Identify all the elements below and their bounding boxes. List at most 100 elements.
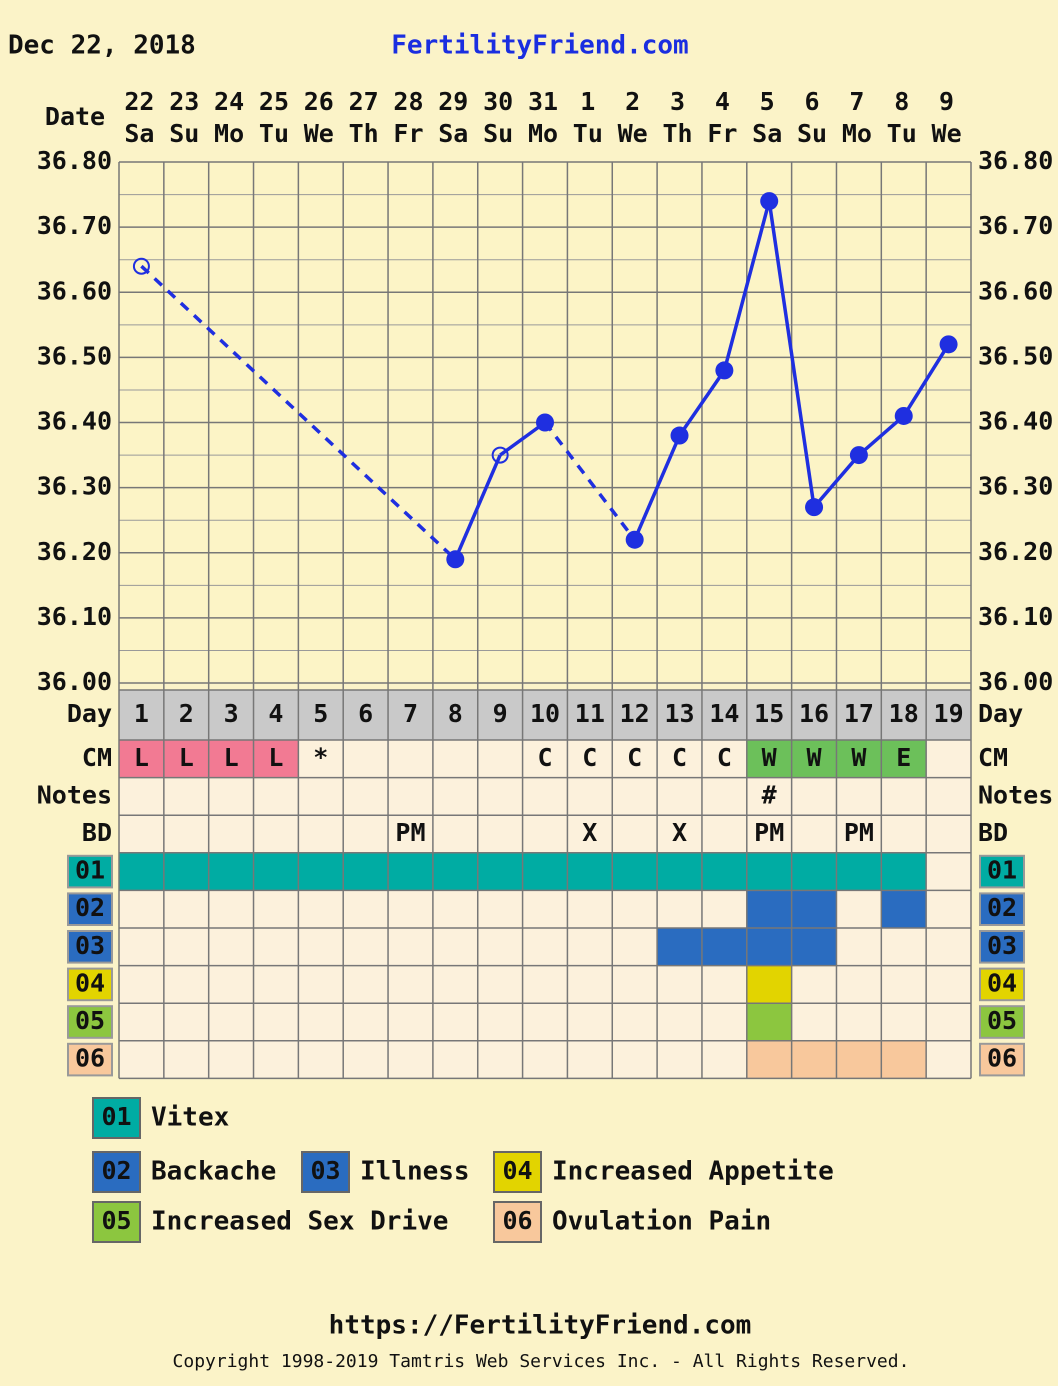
row-entry: PM xyxy=(395,818,425,847)
temperature-point xyxy=(939,335,958,354)
weekday-label: Fr xyxy=(393,119,423,148)
row-label: CM xyxy=(82,743,112,772)
symptom-code-label-right: 03 xyxy=(987,931,1017,960)
row-entry: C xyxy=(537,743,552,772)
symptom-cell xyxy=(746,965,792,1004)
day-number: 19 xyxy=(934,699,964,728)
date-label: 2 xyxy=(625,87,640,116)
symptom-code-box xyxy=(67,854,113,889)
y-tick-label: 36.00 xyxy=(37,667,112,696)
symptom-cell xyxy=(836,852,882,891)
y-tick-label: 36.10 xyxy=(37,602,112,631)
symptom-cell xyxy=(791,928,837,966)
day-number: 5 xyxy=(313,699,328,728)
weekday-label: Tu xyxy=(573,119,603,148)
weekday-label: Fr xyxy=(707,119,737,148)
cm-cell xyxy=(881,740,927,778)
date-label: 30 xyxy=(483,87,513,116)
symptom-code-box xyxy=(67,1042,113,1077)
symptom-cell xyxy=(612,852,658,891)
day-number: 13 xyxy=(664,699,694,728)
y-tick-label-right: 36.30 xyxy=(978,472,1053,501)
symptom-code-box xyxy=(67,892,113,927)
weekday-label: Mo xyxy=(214,119,244,148)
temperature-point-open xyxy=(132,257,150,275)
date-label: 3 xyxy=(670,87,685,116)
symptom-cell xyxy=(746,890,792,928)
symptom-code-box xyxy=(67,1005,113,1039)
legend-name: Backache xyxy=(151,1157,276,1187)
day-number: 1 xyxy=(134,699,149,728)
day-number: 8 xyxy=(448,699,463,728)
row-entry: W xyxy=(762,743,778,772)
symptom-code-box-right xyxy=(979,930,1025,964)
date-label: 27 xyxy=(349,87,379,116)
row-entry: L xyxy=(179,743,194,772)
legend-code: 06 xyxy=(502,1206,532,1235)
symptom-code-box-right xyxy=(979,1042,1025,1077)
temperature-point xyxy=(805,498,824,517)
cm-cell xyxy=(791,740,837,778)
symptom-cell xyxy=(163,852,209,891)
symptom-cell xyxy=(298,852,344,891)
legend-swatch xyxy=(493,1151,542,1193)
legend-swatch xyxy=(493,1201,542,1243)
temperature-line xyxy=(453,454,502,560)
day-number: 9 xyxy=(493,699,508,728)
weekday-label: Sa xyxy=(752,119,782,148)
symptom-code-label: 02 xyxy=(75,893,105,922)
symptom-code-label: 05 xyxy=(75,1006,105,1035)
row-entry: PM xyxy=(754,818,784,847)
row-entry: L xyxy=(268,743,283,772)
temperature-point xyxy=(536,413,554,432)
date-label: 5 xyxy=(760,87,775,116)
weekday-label: Tu xyxy=(259,119,289,148)
y-tick-label: 36.70 xyxy=(37,211,112,240)
temperature-point xyxy=(894,406,913,425)
weekday-label: Th xyxy=(662,119,692,148)
symptom-cell xyxy=(791,852,837,891)
day-number: 7 xyxy=(403,699,418,728)
chart-date: Dec 22, 2018 xyxy=(8,31,196,61)
day-number: 18 xyxy=(889,699,919,728)
date-label: 25 xyxy=(259,87,289,116)
temperature-point xyxy=(625,530,644,549)
symptom-cell xyxy=(432,852,478,891)
date-label: Date xyxy=(45,102,105,131)
copyright: Copyright 1998-2019 Tamtris Web Services… xyxy=(173,1351,910,1372)
day-number: 15 xyxy=(754,699,784,728)
weekday-label: Sa xyxy=(124,119,154,148)
row-entry: C xyxy=(672,743,687,772)
symptom-cell xyxy=(746,852,792,891)
symptom-code-label: 03 xyxy=(75,931,105,960)
symptom-cell xyxy=(881,890,927,928)
date-label: 7 xyxy=(849,87,864,116)
legend-swatch xyxy=(92,1097,141,1139)
day-number: 16 xyxy=(799,699,829,728)
symptom-code-box xyxy=(67,967,113,1002)
cm-cell xyxy=(836,740,882,778)
weekday-label: Tu xyxy=(887,119,917,148)
cm-cell xyxy=(119,740,164,778)
row-label-right: BD xyxy=(978,818,1008,847)
y-tick-label-right: 36.20 xyxy=(978,537,1053,566)
temperature-line xyxy=(812,453,861,509)
legend-swatch xyxy=(92,1201,141,1243)
weekday-label: Su xyxy=(483,119,513,148)
symptom-cell xyxy=(791,890,837,928)
symptom-code-label: 04 xyxy=(75,968,105,997)
symptom-cell xyxy=(343,852,389,891)
symptom-cell xyxy=(701,852,747,891)
date-label: 9 xyxy=(939,87,954,116)
row-entry: L xyxy=(134,743,149,772)
legend-name: Increased Sex Drive xyxy=(151,1207,448,1237)
symptom-code-box xyxy=(67,930,113,964)
cm-cell xyxy=(163,740,209,778)
symptom-code-label: 06 xyxy=(75,1044,105,1073)
date-label: 8 xyxy=(894,87,909,116)
temperature-line xyxy=(767,200,816,508)
temperature-line xyxy=(722,200,771,371)
y-tick-label: 36.30 xyxy=(37,472,112,501)
row-label-right: CM xyxy=(978,743,1008,772)
